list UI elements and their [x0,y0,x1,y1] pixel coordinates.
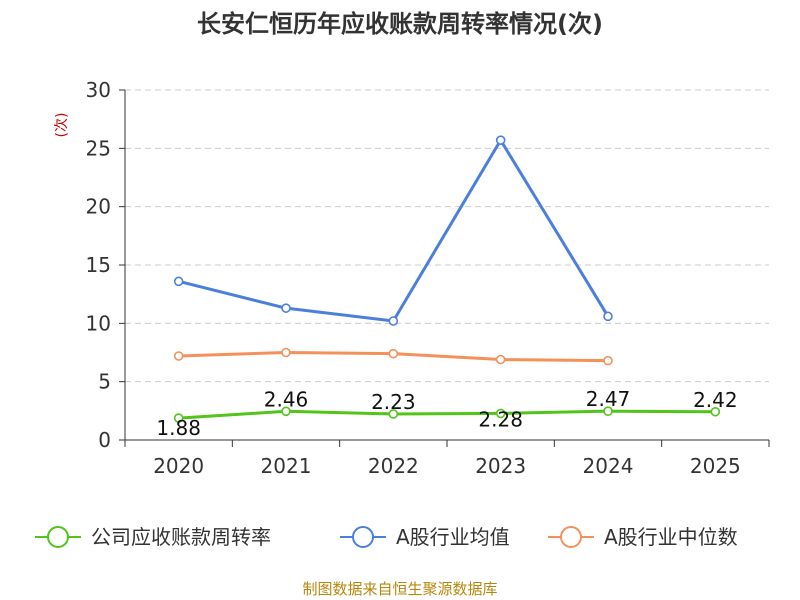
data-point [173,413,184,423]
chart-title: 长安仁恒历年应收账款周转率情况(次) [197,10,603,38]
legend-marker [352,526,374,548]
data-point [281,406,291,417]
data-label: 2.47 [586,387,631,411]
data-point [710,406,721,417]
x-tick-label: 2023 [475,454,526,478]
data-point [603,355,613,366]
data-point [495,135,506,145]
data-point [173,351,184,361]
y-tick-label: 20 [86,195,111,219]
y-tick-label: 30 [86,78,111,102]
series-line [178,138,610,323]
grid-lines [125,89,769,383]
data-point [388,316,399,326]
series-line [178,409,716,420]
y-tick-label: 0 [98,428,111,452]
y-tick-label: 15 [86,253,111,277]
legend-marker [560,526,582,548]
data-labels: 1.88 2.46 2.23 2.28 2.47 2.42 [156,387,737,440]
legend-item-0: 公司应收账款周转率 [35,525,271,549]
y-tick-label: 10 [86,311,111,335]
data-point [603,311,613,322]
series-1 [173,135,613,326]
x-tick-label: 2021 [261,454,312,478]
legend-label: A股行业均值 [396,525,510,549]
data-point [495,354,506,365]
legend-item-2: A股行业中位数 [548,525,738,549]
x-tick-label: 2024 [583,454,634,478]
data-label: 2.46 [264,387,309,411]
data-point [388,348,399,359]
legend-item-1: A股行业均值 [340,525,510,549]
data-label: 2.42 [693,388,738,412]
y-tick-label: 5 [98,370,111,394]
legend-label: 公司应收账款周转率 [91,525,271,549]
data-label: 2.28 [478,407,523,431]
series-0 [173,406,721,423]
data-point [173,276,184,287]
data-point [281,347,291,358]
data-label: 2.23 [371,390,416,414]
data-point [603,406,613,416]
y-tick-label: 25 [86,136,111,160]
y-axis-label: (次) [54,113,70,138]
legend-marker [47,526,69,548]
legend: 公司应收账款周转率 A股行业均值 A股行业中位数 [35,525,738,549]
source-note: 制图数据来自恒生聚源数据库 [302,580,497,598]
data-label: 1.88 [156,416,201,440]
data-point [495,408,506,419]
series-2 [173,347,613,366]
x-tick-label: 2022 [368,454,419,478]
x-tick-label: 2025 [690,454,741,478]
data-point [281,303,291,313]
x-tick-label: 2020 [153,454,204,478]
legend-label: A股行业中位数 [604,525,738,549]
series-layer [173,135,721,423]
data-point [388,409,399,419]
